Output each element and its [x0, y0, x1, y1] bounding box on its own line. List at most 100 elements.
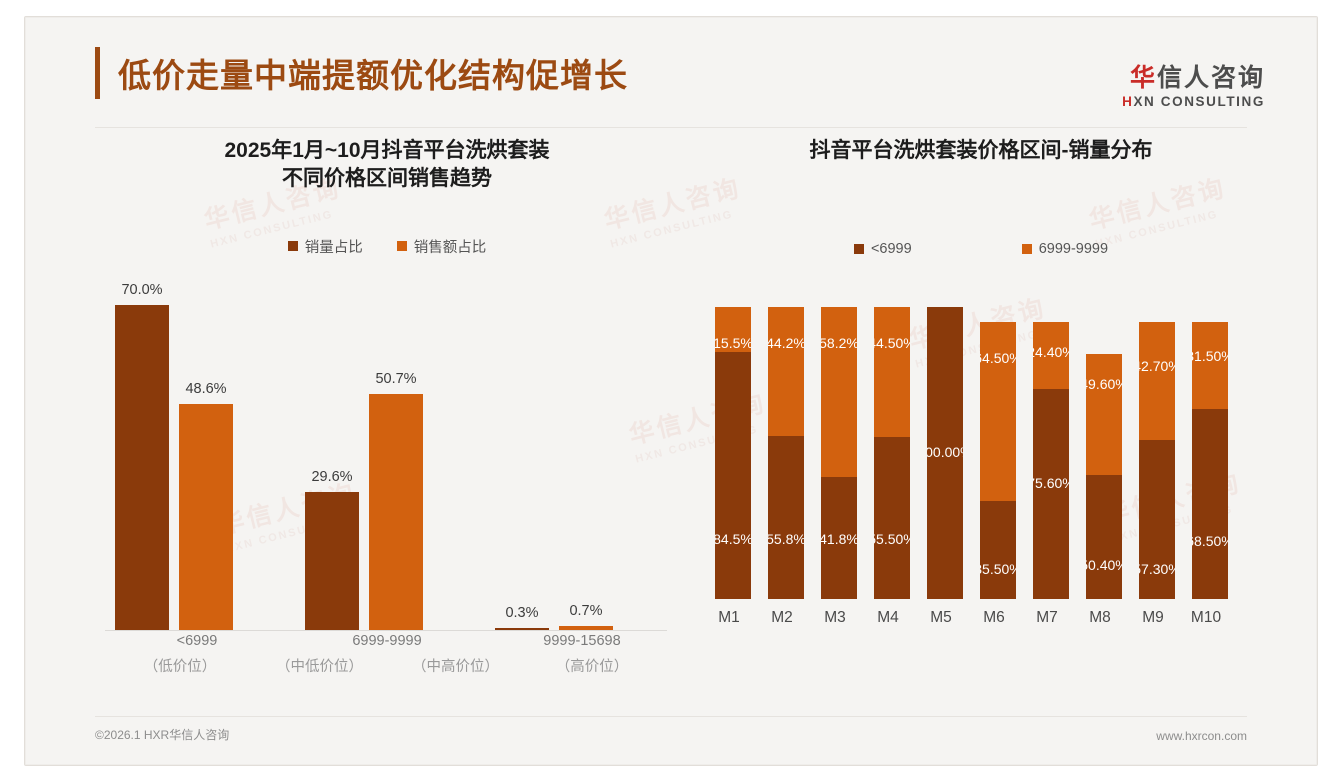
x-axis-month: M8	[1089, 609, 1111, 626]
segment-mid-price: 15.5%	[715, 307, 751, 353]
brand-logo: 华信人咨询 HXN CONSULTING	[1122, 65, 1265, 109]
legend-swatch-icon	[1021, 244, 1032, 255]
x-axis-month: M5	[930, 609, 952, 626]
bar-fill	[305, 492, 359, 630]
segment-low-price: 75.60%	[1033, 389, 1069, 599]
stacked-bar[interactable]: 24.40% 75.60%	[1033, 321, 1069, 599]
stacked-bar[interactable]: 49.60% 50.40%	[1086, 353, 1122, 599]
segment-label: 50.40%	[1086, 557, 1122, 573]
x-axis-sublabel: （低价位）	[143, 659, 217, 675]
segment-label: 100.00%	[927, 444, 963, 460]
header-divider	[95, 127, 1247, 128]
logo-english: HXN CONSULTING	[1122, 94, 1265, 109]
stacked-bar[interactable]: 42.70% 57.30%	[1139, 321, 1175, 599]
bar-value-label: 0.7%	[569, 603, 603, 619]
left-chart-panel: 2025年1月~10月抖音平台洗烘套装 不同价格区间销售趋势 销量占比 销售额占…	[87, 137, 687, 717]
bar-value[interactable]: 0.7%	[559, 603, 613, 630]
x-axis-labels: <6999 6999-9999 9999-15698 （低价位） （中低价位） …	[105, 633, 667, 675]
bar-group: 0.3% 0.7%	[495, 603, 613, 630]
segment-label: 35.50%	[980, 561, 1016, 577]
x-axis-category: 9999-15698	[543, 633, 621, 649]
stacked-bar[interactable]: 100.00%	[927, 307, 963, 599]
left-chart-title-line2: 不同价格区间销售趋势	[282, 167, 492, 191]
x-axis-month: M6	[983, 609, 1005, 626]
left-chart-legend: 销量占比 销售额占比	[87, 236, 687, 257]
segment-label: 49.60%	[1086, 375, 1122, 392]
segment-label: 44.2%	[768, 335, 804, 351]
segment-mid-price: 64.50%	[980, 321, 1016, 501]
x-axis-category: 6999-9999	[352, 633, 422, 649]
stacked-bar[interactable]: 64.50% 35.50%	[980, 321, 1016, 599]
legend-item-mid-price[interactable]: 6999-9999	[1021, 241, 1108, 257]
segment-low-price: 50.40%	[1086, 475, 1122, 599]
bar-value-label: 70.0%	[121, 282, 163, 298]
segment-mid-price: 24.40%	[1033, 321, 1069, 390]
bar-value[interactable]: 50.7%	[369, 371, 423, 630]
segment-low-price: 68.50%	[1192, 408, 1228, 599]
legend-label: 销售额占比	[413, 239, 487, 256]
logo-en-red: H	[1122, 94, 1134, 110]
logo-en-gray: XN CONSULTING	[1133, 94, 1265, 110]
bar-value-label: 0.3%	[505, 605, 539, 621]
x-axis-month: M9	[1142, 609, 1164, 626]
bar-fill	[115, 305, 169, 630]
right-chart-legend: <6999 6999-9999	[701, 241, 1261, 257]
bar-value[interactable]: 48.6%	[179, 381, 233, 630]
x-axis-month: M1	[718, 609, 740, 626]
x-axis-month: M3	[824, 609, 846, 626]
bar-volume[interactable]: 29.6%	[305, 469, 359, 630]
logo-cn-gray: 信人咨询	[1156, 64, 1265, 92]
logo-cn-red: 华	[1129, 64, 1157, 92]
bar-volume[interactable]: 0.3%	[495, 605, 549, 630]
bar-value-label: 50.7%	[375, 371, 417, 387]
legend-swatch-icon	[396, 241, 407, 252]
segment-mid-price: 58.2%	[821, 307, 857, 477]
legend-item-sales-value[interactable]: 销售额占比	[396, 236, 487, 257]
stacked-bar[interactable]: 44.2% 55.8%	[768, 307, 804, 599]
x-axis-month: M4	[877, 609, 899, 626]
bar-group: 70.0% 48.6%	[115, 282, 233, 630]
segment-label: 55.8%	[768, 531, 804, 547]
legend-label: <6999	[870, 241, 912, 258]
segment-low-price: 35.50%	[980, 500, 1016, 599]
segment-mid-price: 42.70%	[1139, 321, 1175, 441]
segment-label: 64.50%	[980, 349, 1016, 366]
bar-fill	[369, 394, 423, 630]
title-accent-bar	[95, 47, 100, 99]
segment-label: 31.50%	[1192, 347, 1228, 364]
segment-mid-price: 44.2%	[768, 307, 804, 437]
bar-group: 29.6% 50.7%	[305, 371, 423, 630]
right-chart-title: 抖音平台洗烘套装价格区间-销量分布	[809, 139, 1153, 162]
stacked-bar[interactable]: 44.50% 55.50%	[874, 307, 910, 599]
footer-copyright: ©2026.1 HXR华信人咨询	[95, 728, 230, 742]
x-axis-sublabel: （高价位）	[555, 659, 629, 675]
x-axis-month: M2	[771, 609, 793, 626]
bar-value-label: 48.6%	[185, 381, 227, 397]
x-axis-sublabel: （中低价位）	[276, 659, 363, 675]
left-chart-plot: 70.0% 48.6% 29.6% 50.7%	[87, 282, 687, 677]
footer-divider	[95, 716, 1247, 717]
segment-low-price: 55.8%	[768, 436, 804, 599]
bar-value-label: 29.6%	[311, 469, 353, 485]
segment-low-price: 55.50%	[874, 436, 910, 599]
logo-chinese: 华信人咨询	[1122, 65, 1265, 91]
segment-low-price: 100.00%	[927, 307, 963, 599]
legend-item-low-price[interactable]: <6999	[853, 241, 912, 258]
x-axis-month: M7	[1036, 609, 1058, 626]
segment-label: 42.70%	[1139, 357, 1175, 374]
segment-low-price: 84.5%	[715, 352, 751, 599]
segment-mid-price: 49.60%	[1086, 353, 1122, 476]
legend-item-sales-volume[interactable]: 销量占比	[287, 236, 363, 257]
segment-label: 24.40%	[1033, 343, 1069, 360]
segment-label: 41.8%	[821, 531, 857, 547]
footer-website[interactable]: www.hxrcon.com	[1156, 729, 1247, 743]
stacked-bar[interactable]: 31.50% 68.50%	[1192, 321, 1228, 599]
segment-label: 44.50%	[874, 335, 910, 351]
right-chart-panel: 抖音平台洗烘套装价格区间-销量分布 <6999 6999-9999 15.5%	[701, 137, 1261, 717]
stacked-bar[interactable]: 15.5% 84.5%	[715, 307, 751, 599]
stacked-bar[interactable]: 58.2% 41.8%	[821, 307, 857, 599]
x-axis-sublabel: （中高价位）	[412, 659, 499, 675]
segment-label: 55.50%	[874, 531, 910, 547]
bar-volume[interactable]: 70.0%	[115, 282, 169, 630]
segment-mid-price: 44.50%	[874, 307, 910, 437]
